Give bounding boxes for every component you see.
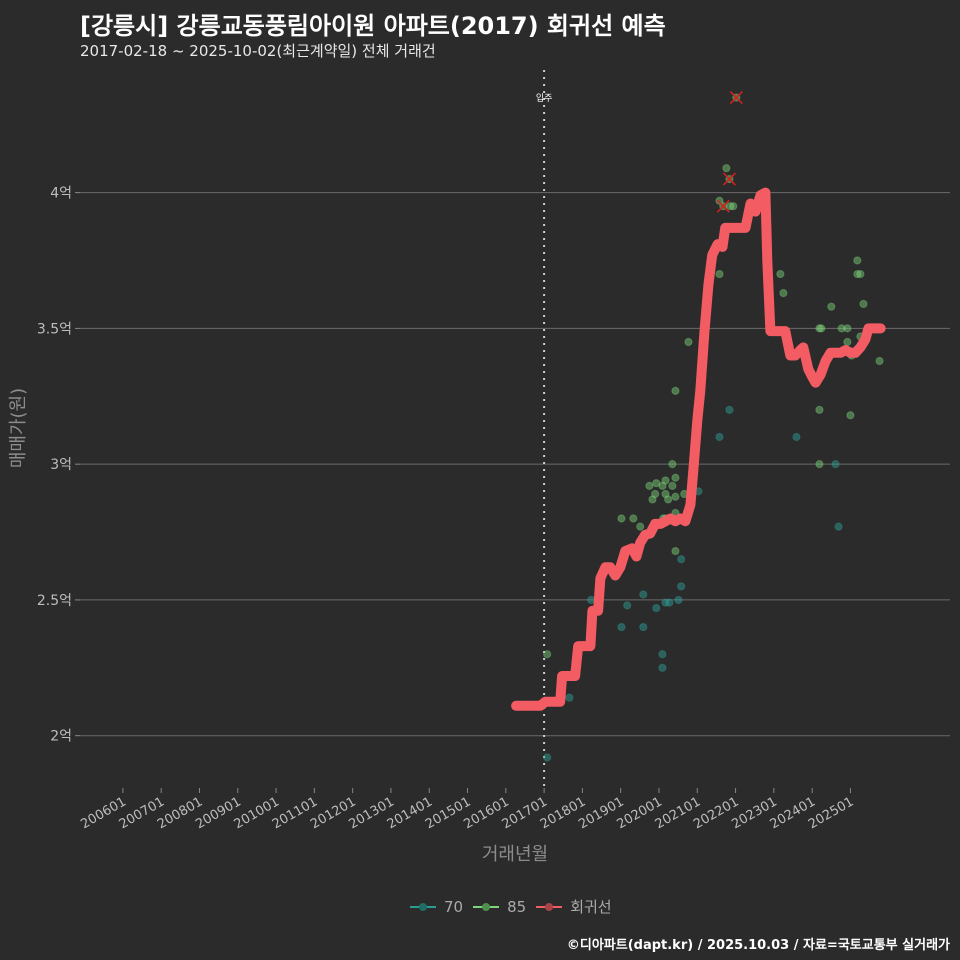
data-point-70 (639, 590, 648, 599)
data-point-85 (815, 324, 824, 333)
data-point-85 (815, 405, 824, 414)
data-point-85 (661, 476, 670, 485)
data-point-85 (859, 299, 868, 309)
data-point-85 (815, 460, 824, 469)
data-point-85 (617, 514, 626, 523)
data-point-70 (665, 598, 674, 607)
regression-line-group (511, 187, 886, 711)
data-point-70 (661, 598, 670, 607)
data-point-85 (645, 481, 654, 490)
data-point-85 (658, 481, 667, 490)
data-point-70 (658, 650, 667, 659)
data-point-70 (639, 622, 648, 632)
data-point-70 (715, 432, 724, 442)
data-point-85 (661, 489, 670, 499)
legend: 70 85 회귀선 (410, 896, 612, 917)
data-point-85 (671, 546, 680, 556)
data-point-85 (543, 650, 552, 659)
y-tick-label: 3억 (50, 457, 72, 473)
data-point-85 (853, 256, 862, 265)
data-point-70 (658, 663, 667, 672)
data-point-85 (853, 269, 862, 279)
data-point-85 (827, 302, 836, 311)
scatter-points (543, 93, 884, 762)
data-point-85 (726, 202, 735, 211)
data-point-85 (875, 356, 884, 366)
outlier-x-mark (716, 199, 730, 213)
data-point-70 (834, 522, 843, 531)
data-point-70 (725, 405, 734, 414)
y-tick-label: 4억 (50, 186, 72, 202)
legend-item-70: 70 (410, 898, 463, 916)
data-point-70 (623, 601, 632, 610)
x-axis: 2006012007012008012009012010012011012012… (78, 788, 856, 832)
chart-title: [강릉시] 강릉교동풍림아이원 아파트(2017) 회귀선 예측 (80, 12, 666, 40)
move-in-label: 입주 (536, 92, 553, 104)
data-point-70 (565, 693, 574, 702)
chart-subtitle: 2017-02-18 ~ 2025-10-02(최근계약일) 전체 거래건 (80, 42, 436, 60)
data-point-70 (617, 622, 626, 632)
data-point-85 (817, 324, 826, 333)
y-tick-label: 2.5억 (37, 593, 72, 609)
legend-label-regression: 회귀선 (570, 898, 612, 916)
x-axis-title: 거래년월 (482, 844, 548, 865)
move-in-annotation: 입주 (536, 70, 553, 790)
outlier-x-mark (722, 172, 737, 186)
data-point-85 (648, 495, 657, 504)
data-point-70 (792, 432, 801, 442)
data-point-85 (776, 269, 785, 279)
data-point-70 (677, 555, 686, 564)
data-point-85 (664, 495, 673, 504)
data-point-85 (668, 460, 677, 469)
data-point-85 (722, 164, 731, 173)
outlier-x-mark (729, 91, 743, 105)
legend-item-regression: 회귀선 (536, 896, 612, 917)
data-point-70 (831, 460, 840, 469)
data-point-85 (652, 479, 661, 488)
legend-label-85: 85 (507, 897, 527, 916)
y-tick-label: 2억 (50, 729, 72, 745)
data-point-85 (671, 386, 680, 395)
data-point-85 (629, 514, 638, 523)
data-point-85 (651, 489, 660, 499)
data-point-70 (674, 595, 683, 605)
data-point-85 (671, 473, 680, 482)
data-point-85 (843, 324, 852, 333)
data-point-85 (846, 411, 855, 420)
legend-label-70: 70 (444, 897, 464, 916)
legend-key-70 (410, 899, 436, 915)
data-point-85 (729, 202, 738, 211)
data-point-85 (856, 269, 865, 279)
data-point-70 (677, 582, 686, 591)
grid-lines (80, 192, 950, 737)
legend-key-85 (473, 899, 500, 915)
data-point-85 (684, 337, 693, 347)
data-point-85 (715, 196, 724, 205)
y-axis-title: 매매가(원) (8, 388, 29, 468)
legend-key-regression (536, 899, 563, 915)
data-point-85 (636, 522, 645, 531)
y-tick-label: 3.5억 (37, 321, 72, 337)
data-point-70 (543, 753, 552, 762)
data-point-85 (843, 337, 852, 347)
legend-item-85: 85 (473, 898, 526, 916)
data-point-85 (671, 492, 680, 501)
outlier-marks (716, 91, 743, 213)
data-point-85 (668, 481, 677, 490)
data-point-70 (652, 603, 661, 613)
data-point-85 (779, 288, 788, 298)
y-axis: 2억 2.5억 3억 3.5억 4억 (37, 186, 80, 745)
source-caption: ©디아파트(dapt.kr) / 2025.10.03 / 자료=국토교통부 실… (566, 938, 950, 953)
data-point-85 (715, 269, 724, 279)
regression-line (511, 187, 886, 711)
data-point-85 (837, 324, 846, 333)
